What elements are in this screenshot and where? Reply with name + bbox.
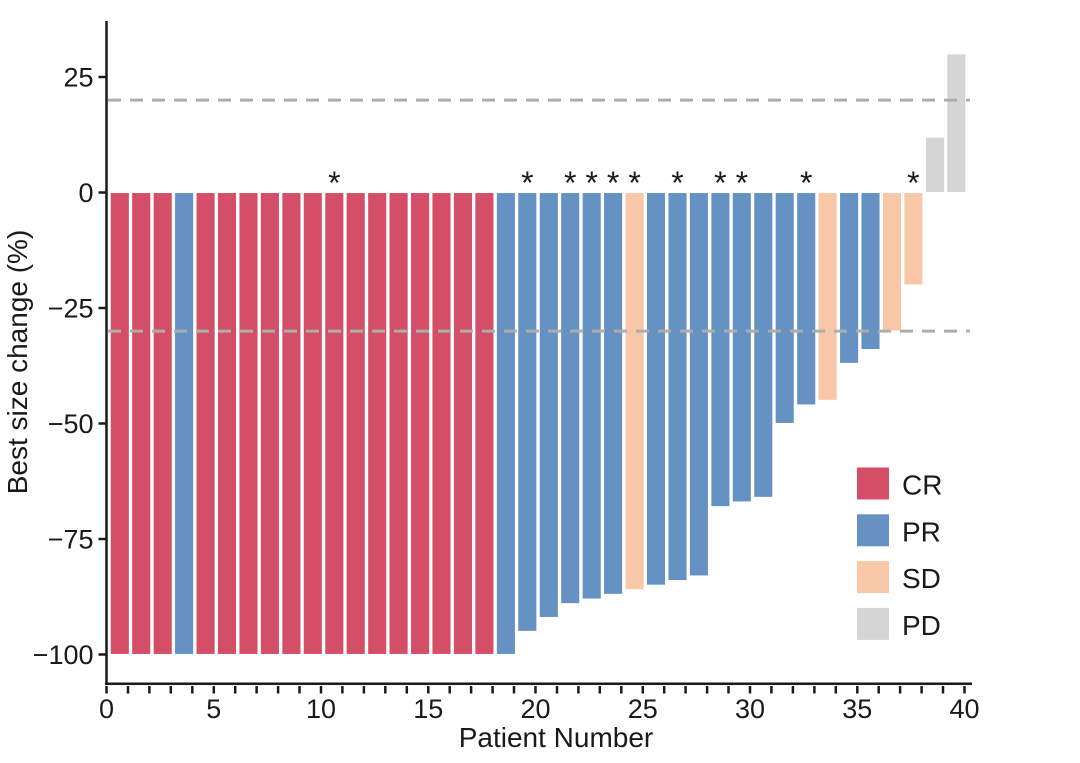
bar-patient-11-cr [324, 191, 345, 656]
x-tick-label-0: 0 [99, 694, 114, 724]
x-tick-label-25: 25 [628, 694, 658, 724]
x-axis-title: Patient Number [459, 722, 654, 753]
x-tick-label-35: 35 [842, 694, 872, 724]
significance-asterisk-patient-24: * [607, 165, 619, 201]
legend-label-pr: PR [902, 516, 941, 547]
significance-asterisk-patient-11: * [328, 165, 340, 201]
bar-patient-33-pr [796, 191, 817, 406]
significance-layer: * * * * * * * * * * * [328, 165, 920, 201]
bar-patient-35-pr [838, 191, 860, 364]
bar-patient-34-sd [817, 191, 838, 401]
bar-patient-36-pr [860, 191, 881, 351]
bar-patient-12-cr [345, 191, 366, 656]
bar-patient-1-cr [109, 191, 130, 656]
bar-patient-17-cr [452, 191, 474, 656]
x-tick-label-10: 10 [306, 694, 336, 724]
legend-label-cr: CR [902, 470, 942, 501]
legend-label-sd: SD [902, 563, 941, 594]
x-tick-label-40: 40 [949, 694, 979, 724]
bar-patient-22-pr [560, 191, 581, 605]
bar-patient-13-cr [367, 191, 388, 656]
bar-patient-5-cr [195, 191, 216, 656]
bar-patient-27-pr [667, 191, 688, 582]
y-tick-label--75: −75 [48, 525, 94, 555]
bar-patient-7-cr [238, 191, 259, 656]
bar-patient-38-sd [903, 191, 924, 286]
bar-patient-21-pr [538, 191, 559, 619]
legend-swatch-cr [857, 467, 889, 500]
bars-layer [109, 53, 967, 656]
significance-asterisk-patient-23: * [585, 165, 597, 201]
legend-swatch-sd [857, 561, 889, 594]
bar-patient-20-pr [517, 191, 538, 632]
bar-patient-2-cr [131, 191, 152, 656]
bar-patient-29-pr [710, 191, 731, 508]
legend-swatch-pd [857, 607, 889, 640]
bar-patient-32-pr [774, 191, 795, 425]
significance-asterisk-patient-25: * [628, 165, 640, 201]
bar-patient-3-cr [152, 191, 173, 656]
significance-asterisk-patient-33: * [800, 165, 812, 201]
legend: CR PR SD PD [857, 467, 942, 641]
legend-item-pr: PR [857, 514, 941, 547]
x-tick-label-15: 15 [413, 694, 443, 724]
bar-patient-28-pr [688, 191, 710, 577]
x-tick-label-20: 20 [520, 694, 550, 724]
significance-asterisk-patient-22: * [564, 165, 576, 201]
significance-asterisk-patient-30: * [736, 165, 748, 201]
significance-asterisk-patient-20: * [521, 165, 533, 201]
bar-patient-37-sd [881, 191, 903, 332]
y-tick-label-0: 0 [78, 178, 93, 208]
legend-item-pd: PD [857, 607, 941, 641]
bar-patient-25-sd [624, 191, 645, 591]
bar-patient-26-pr [645, 191, 667, 586]
significance-asterisk-patient-38: * [907, 165, 919, 201]
y-tick-label--50: −50 [48, 409, 94, 439]
bar-patient-19-pr [495, 191, 517, 656]
bar-patient-4-pr [173, 191, 195, 656]
bar-patient-6-cr [216, 191, 238, 656]
bar-patient-14-cr [388, 191, 409, 656]
x-tick-label-5: 5 [206, 694, 221, 724]
legend-label-pd: PD [902, 610, 941, 641]
bar-patient-31-pr [753, 191, 774, 498]
bar-patient-24-pr [602, 191, 624, 595]
bar-patient-40-pd [946, 53, 967, 194]
legend-item-cr: CR [857, 467, 942, 501]
y-axis-title: Best size change (%) [2, 230, 33, 495]
bar-patient-9-cr [281, 191, 302, 656]
legend-swatch-pr [857, 514, 889, 547]
y-tick-label-25: 25 [63, 63, 93, 93]
threshold-lines-layer [108, 98, 970, 333]
bar-patient-39-pd [924, 136, 946, 194]
y-tick-label--100: −100 [33, 640, 94, 670]
bar-patient-16-cr [431, 191, 452, 656]
bar-patient-23-pr [581, 191, 602, 600]
bar-patient-18-cr [474, 191, 495, 656]
significance-asterisk-patient-29: * [714, 165, 726, 201]
significance-asterisk-patient-27: * [671, 165, 683, 201]
y-tick-label--25: −25 [48, 294, 94, 324]
bar-patient-8-cr [259, 191, 281, 656]
bar-patient-30-pr [731, 191, 752, 503]
bar-patient-15-cr [409, 191, 431, 656]
legend-item-sd: SD [857, 561, 941, 594]
x-tick-label-30: 30 [735, 694, 765, 724]
bar-patient-10-cr [302, 191, 323, 656]
